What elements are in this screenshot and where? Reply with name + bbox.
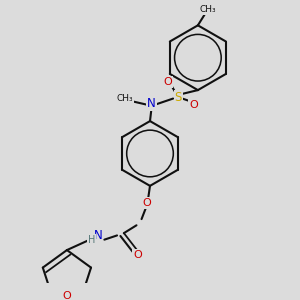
Text: O: O (62, 291, 71, 300)
Text: H: H (88, 235, 95, 245)
Text: O: O (143, 198, 152, 208)
Text: O: O (189, 100, 198, 110)
Text: S: S (175, 91, 182, 103)
Text: O: O (163, 77, 172, 87)
Text: N: N (94, 230, 102, 242)
Text: CH₃: CH₃ (117, 94, 134, 103)
Text: O: O (133, 250, 142, 260)
Text: N: N (147, 98, 156, 110)
Text: CH₃: CH₃ (200, 5, 216, 14)
